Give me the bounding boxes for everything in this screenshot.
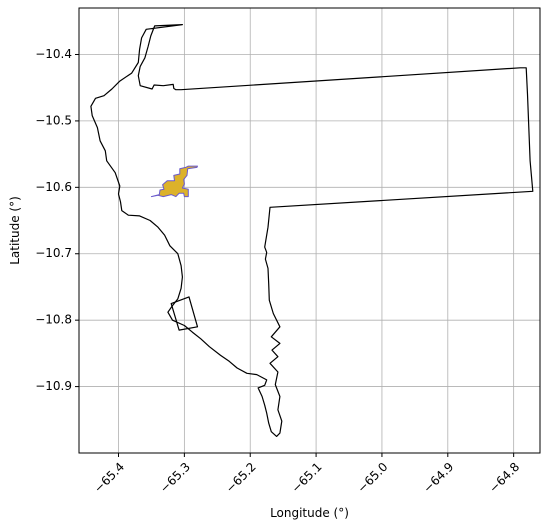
inner-polygon — [170, 296, 199, 331]
y-tick-label: −10.9 — [35, 379, 72, 393]
x-tick-label: −64.9 — [420, 460, 456, 496]
x-tick-label: −64.8 — [486, 460, 522, 496]
x-tick-label: −65.0 — [355, 460, 391, 496]
x-tick-label: −65.1 — [289, 460, 325, 496]
plot-frame — [78, 7, 541, 454]
x-tick-label: −65.4 — [91, 460, 127, 496]
urban-area-polygon — [150, 165, 198, 198]
x-tick-label: −65.3 — [157, 460, 193, 496]
x-tick-label: −65.2 — [223, 460, 259, 496]
y-axis-label: Latitude (°) — [8, 196, 22, 265]
y-tick-label: −10.7 — [35, 246, 72, 260]
grid-lines — [79, 8, 540, 453]
y-tick-label: −10.6 — [35, 180, 72, 194]
y-tick-label: −10.8 — [35, 313, 72, 327]
x-axis-ticks: −65.4 −65.3 −65.2 −65.1 −65.0 −64.9 −64.8 — [91, 453, 522, 496]
y-tick-label: −10.5 — [35, 113, 72, 127]
y-axis-ticks: −10.4 −10.5 −10.6 −10.7 −10.8 −10.9 — [35, 47, 79, 393]
y-tick-label: −10.4 — [35, 47, 72, 61]
municipality-boundary — [90, 24, 534, 437]
x-axis-label: Longitude (°) — [270, 506, 349, 520]
map-shapes — [90, 24, 534, 437]
